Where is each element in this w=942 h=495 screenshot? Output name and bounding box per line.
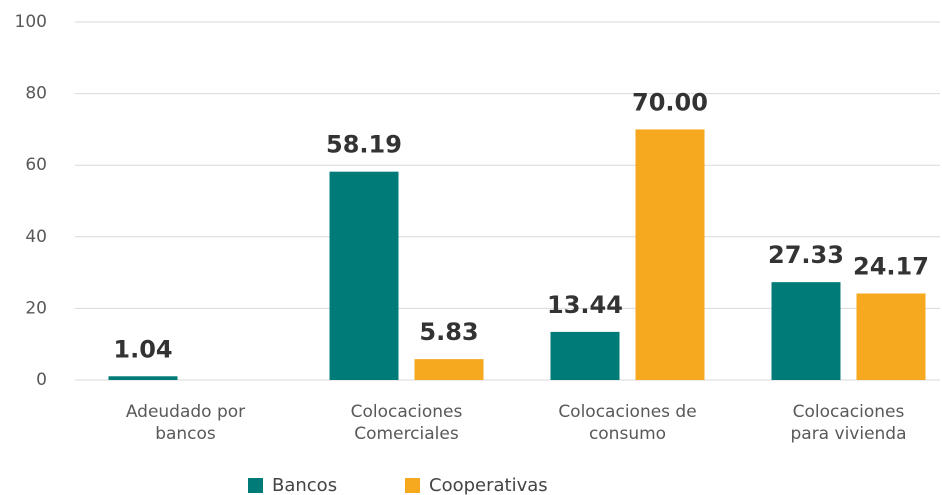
bar: [550, 331, 620, 380]
legend-label: Cooperativas: [429, 475, 548, 495]
data-label: 5.83: [419, 318, 478, 346]
data-label: 27.33: [768, 241, 844, 269]
legend-swatch: [248, 478, 263, 493]
bar: [108, 376, 178, 380]
y-tick-label: 100: [15, 12, 47, 32]
data-label: 13.44: [547, 291, 623, 319]
x-tick-label: Colocaciones para vivienda: [790, 402, 906, 444]
data-label: 70.00: [632, 88, 708, 116]
x-tick-label: Adeudado por bancos: [126, 402, 245, 444]
data-label: 58.19: [326, 131, 402, 159]
legend-label: Bancos: [272, 475, 337, 495]
data-label: 1.04: [113, 335, 172, 363]
legend-swatch: [405, 478, 420, 493]
y-tick-label: 40: [25, 227, 47, 247]
bar: [635, 129, 705, 380]
x-tick-label: Colocaciones Comerciales: [351, 402, 463, 444]
data-label: 24.17: [853, 252, 929, 280]
bar: [856, 293, 926, 380]
y-tick-label: 20: [25, 298, 47, 318]
bar: [329, 171, 399, 380]
y-tick-label: 60: [25, 155, 47, 175]
y-tick-label: 80: [25, 84, 47, 104]
y-tick-label: 0: [36, 370, 47, 390]
x-tick-label: Colocaciones de consumo: [558, 402, 696, 444]
bar: [414, 359, 484, 380]
bar: [771, 282, 841, 380]
